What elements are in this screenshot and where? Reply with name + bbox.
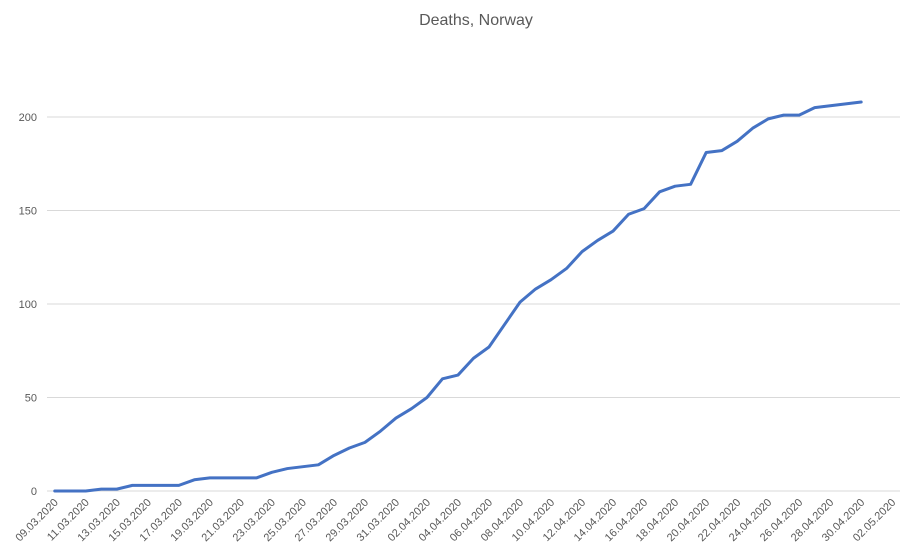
y-tick-label: 200 <box>19 112 37 124</box>
data-line <box>53 100 863 493</box>
y-tick-label: 100 <box>19 299 37 311</box>
chart-title: Deaths, Norway <box>419 12 533 29</box>
y-tick-label: 50 <box>25 393 37 405</box>
y-tick-label: 150 <box>19 206 37 218</box>
y-tick-label: 0 <box>31 486 37 498</box>
